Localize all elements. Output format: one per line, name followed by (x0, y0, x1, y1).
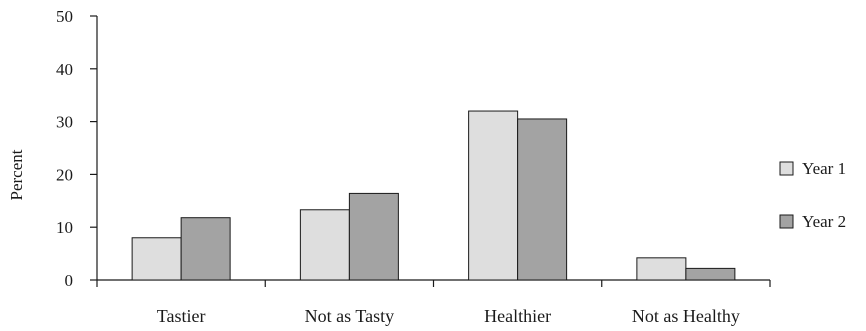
bar-year-2 (517, 118, 568, 281)
x-category-label: Not as Healthy (632, 306, 740, 326)
bar-year-1 (131, 237, 182, 281)
bars (131, 110, 736, 281)
legend-label: Year 1 (802, 159, 846, 178)
y-tick-label: 10 (56, 218, 73, 237)
legend-label: Year 2 (802, 212, 846, 231)
y-tick-label: 50 (56, 7, 73, 26)
y-tick-label: 0 (65, 271, 74, 290)
bar-year-2 (685, 267, 736, 281)
y-axis-title: Percent (7, 149, 26, 200)
bar-year-2 (180, 217, 231, 281)
bar-year-1 (299, 209, 350, 281)
legend: Year 1 Year 2 (779, 159, 846, 231)
x-category-label: Tastier (157, 306, 206, 326)
y-axis: 0 10 20 30 40 50 (56, 7, 98, 290)
y-tick-label: 20 (56, 165, 73, 184)
legend-swatch (779, 161, 794, 176)
bar-year-1 (468, 110, 519, 281)
y-tick-label: 40 (56, 60, 73, 79)
legend-swatch (779, 214, 794, 229)
bar-year-2 (348, 192, 399, 281)
x-axis: Tastier Not as Tasty Healthier Not as Healt… (96, 279, 771, 326)
x-category-label: Not as Tasty (305, 306, 394, 326)
bar-year-1 (636, 257, 687, 281)
x-category-label: Healthier (484, 306, 551, 326)
y-tick-label: 30 (56, 113, 73, 132)
